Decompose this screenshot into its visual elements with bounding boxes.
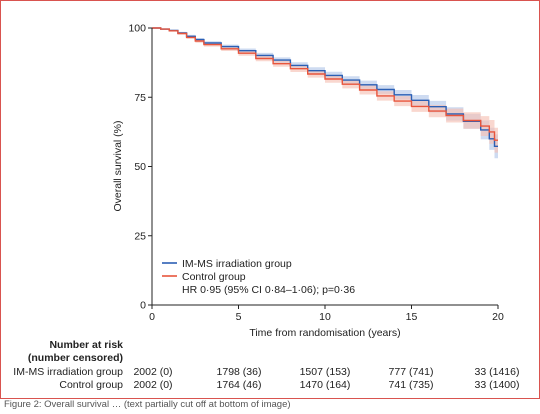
series-line-control <box>152 27 498 141</box>
risk-cell: 741 (735) <box>389 379 434 391</box>
risk-cell: 1764 (46) <box>217 379 262 391</box>
y-tick-label: 25 <box>134 230 146 242</box>
risk-cell: 2002 (0) <box>133 379 172 391</box>
legend-label-control: Control group <box>182 271 246 283</box>
risk-row-label-control: Control group <box>59 379 123 391</box>
x-tick-label: 15 <box>406 311 418 323</box>
risk-cell: 33 (1416) <box>475 366 520 378</box>
legend: IM-MS irradiation group Control group HR… <box>162 258 355 296</box>
risk-header-line1: Number at risk <box>49 339 123 351</box>
y-tick-label: 50 <box>134 161 146 173</box>
series-line-im-ms <box>152 27 498 147</box>
risk-row-label-im-ms: IM-MS irradiation group <box>13 366 123 378</box>
risk-cell: 1470 (164) <box>300 379 351 391</box>
figure-caption: Figure 2: Overall survival … (text parti… <box>4 399 291 409</box>
y-axis-ticks: 0 25 50 75 100 <box>128 23 152 312</box>
ci-band-im-ms <box>152 28 498 159</box>
legend-label-im-ms: IM-MS irradiation group <box>182 258 292 270</box>
x-tick-label: 20 <box>492 311 504 323</box>
ci-band-control <box>152 28 498 153</box>
risk-cell: 2002 (0) <box>133 366 172 378</box>
x-tick-label: 5 <box>236 311 242 323</box>
risk-cell: 33 (1400) <box>475 379 520 391</box>
x-tick-label: 0 <box>149 311 155 323</box>
x-axis-label: Time from randomisation (years) <box>249 327 400 339</box>
x-tick-label: 10 <box>319 311 331 323</box>
risk-header-line2: (number censored) <box>28 352 123 364</box>
x-axis-ticks: 0 5 10 15 20 <box>149 305 504 323</box>
risk-cell: 1507 (153) <box>300 366 351 378</box>
risk-cell: 777 (741) <box>389 366 434 378</box>
y-tick-label: 0 <box>140 300 146 312</box>
survival-lines <box>152 27 498 147</box>
risk-table: Number at risk (number censored) IM-MS i… <box>13 339 519 391</box>
y-tick-label: 75 <box>134 92 146 104</box>
hazard-ratio-annotation: HR 0·95 (95% CI 0·84–1·06); p=0·36 <box>182 284 355 296</box>
y-axis-label: Overall survival (%) <box>112 120 124 211</box>
y-tick-label: 100 <box>128 23 146 35</box>
confidence-bands <box>152 28 498 159</box>
risk-cell: 1798 (36) <box>217 366 262 378</box>
